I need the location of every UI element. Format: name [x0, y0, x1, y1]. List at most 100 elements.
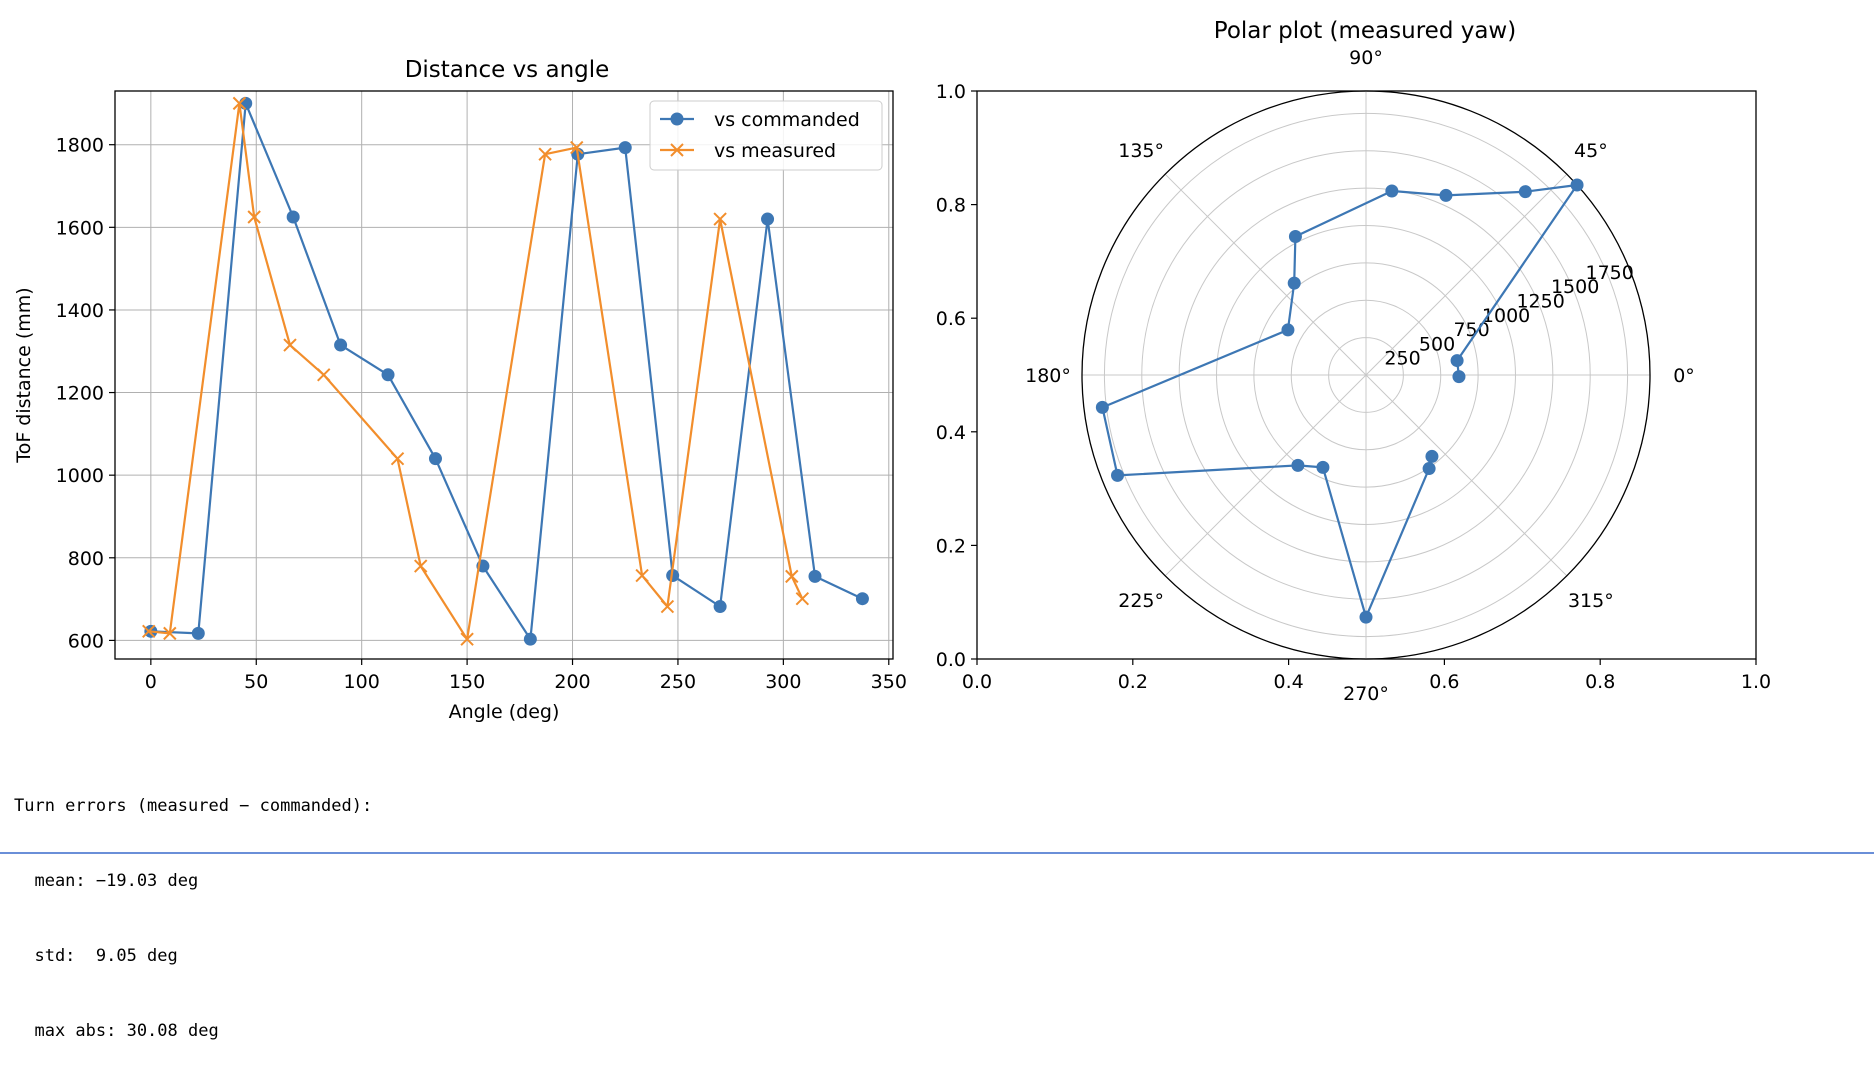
legend-label-measured: vs measured: [714, 140, 836, 162]
data-point-measured: [142, 624, 156, 639]
y-tick-label: 0.4: [936, 422, 966, 444]
chart-title: Polar plot (measured yaw): [1214, 18, 1516, 44]
polar-data-point: [1359, 610, 1373, 624]
output-line: mean: −19.03 deg: [14, 871, 199, 891]
data-point-measured: [660, 599, 675, 614]
polar-data-point: [1450, 354, 1464, 368]
polar-grid-spoke: [1164, 374, 1367, 577]
x-tick-label: 300: [765, 671, 801, 693]
y-tick-label: 1200: [56, 383, 104, 405]
y-tick-label: 1600: [56, 217, 104, 239]
polar-grid: [1082, 91, 1650, 659]
y-tick-label: 1000: [56, 465, 104, 487]
data-point-measured: [283, 338, 297, 352]
data-point-measured: [163, 626, 177, 641]
y-tick-label: 1400: [56, 300, 104, 322]
data-point-measured: [713, 212, 727, 226]
data-point-measured: [232, 96, 247, 111]
polar-data-point: [1287, 276, 1301, 290]
y-tick-label: 800: [68, 548, 104, 570]
series-line-vs-measured: [148, 102, 804, 641]
x-tick-label: 0.4: [1273, 671, 1303, 693]
data-point-measured: [635, 568, 649, 583]
legend-marker-measured: [670, 143, 684, 157]
x-tick-label: 150: [449, 671, 485, 693]
data-point-measured: [414, 559, 428, 573]
chart-title: Distance vs angle: [405, 57, 610, 83]
polar-outer-circle: [1081, 90, 1651, 660]
polar-data-point: [1452, 370, 1466, 384]
y-tick-label: 0.6: [936, 308, 966, 330]
data-point-commanded: [381, 368, 395, 382]
polar-chart-measured-yaw: Polar plot (measured yaw) 0.0 0.2 0.4 0.6 0.…: [936, 18, 1771, 705]
cartesian-ticks: 0.0 0.2 0.4 0.6 0.8 1.0 0.0 0.2 0.4 0.6 0.8 1.0: [936, 81, 1771, 693]
legend-label-commanded: vs commanded: [714, 109, 860, 131]
series-layer: [142, 96, 869, 646]
polar-data-point: [1095, 400, 1109, 414]
polar-data-point: [1439, 188, 1453, 202]
angle-tick-label: 45°: [1574, 140, 1608, 162]
radial-tick-label: 250: [1384, 348, 1420, 370]
x-tick-label: 250: [660, 671, 696, 693]
y-tick-label: 1.0: [936, 81, 966, 103]
polar-data-point: [1385, 184, 1399, 198]
angle-tick-label: 180°: [1025, 365, 1071, 387]
angle-tick-labels: 0° 45° 90° 135° 180° 225° 270° 315°: [1025, 47, 1695, 705]
angle-tick-label: 270°: [1343, 683, 1389, 705]
output-line: max abs: 30.08 deg: [14, 1021, 219, 1041]
polar-grid-spoke: [1164, 173, 1367, 376]
x-tick-label: 50: [244, 671, 268, 693]
plot-frame: [114, 90, 894, 660]
x-axis-ticks: 0 50 100 150 200 250 300 350: [145, 659, 907, 693]
legend-marker-commanded: [670, 112, 684, 126]
data-point-commanded: [191, 626, 205, 640]
series-line-vs-commanded: [150, 102, 863, 641]
y-axis-ticks: 600 800 1000 1200 1400 1600 1800: [56, 135, 115, 652]
data-point-commanded: [808, 569, 822, 583]
data-point-commanded: [334, 338, 348, 352]
y-tick-label: 1800: [56, 135, 104, 157]
x-tick-label: 1.0: [1741, 671, 1771, 693]
console-output: Turn errors (measured − commanded): mean…: [14, 744, 372, 1069]
polar-data-point: [1316, 460, 1330, 474]
data-point-commanded: [855, 592, 869, 606]
polar-data-point: [1425, 449, 1439, 463]
radial-tick-label: 500: [1419, 333, 1455, 355]
data-point-commanded: [761, 212, 775, 226]
data-point-measured: [795, 591, 810, 606]
x-tick-label: 0.0: [962, 671, 992, 693]
x-tick-label: 0.8: [1585, 671, 1615, 693]
angle-tick-label: 225°: [1118, 590, 1164, 612]
cell-divider: [0, 852, 1874, 854]
data-point-commanded: [618, 141, 632, 155]
legend-box: [649, 100, 883, 171]
x-axis-label: Angle (deg): [449, 701, 560, 723]
polar-data-point: [1111, 468, 1125, 482]
polar-data-point: [1281, 323, 1295, 337]
grid-lines: [115, 91, 893, 659]
output-line: Turn errors (measured − commanded):: [14, 796, 373, 816]
data-point-commanded: [239, 96, 253, 110]
x-tick-label: 0: [145, 671, 157, 693]
data-point-commanded: [428, 452, 442, 466]
polar-data-point: [1291, 458, 1305, 472]
polar-data-point: [1288, 229, 1302, 243]
y-tick-label: 0.0: [936, 649, 966, 671]
x-tick-label: 0.6: [1429, 671, 1459, 693]
data-point-measured: [317, 368, 331, 382]
data-point-measured: [538, 147, 552, 161]
polar-data-point: [1422, 462, 1436, 476]
figure: Distance vs angle 0 50 100 150 200 250 300 350 …: [13, 18, 1771, 723]
angle-tick-label: 315°: [1568, 590, 1614, 612]
legend: vs commanded vs measured: [649, 100, 883, 171]
x-tick-label: 100: [344, 671, 380, 693]
angle-tick-label: 135°: [1118, 140, 1164, 162]
polar-grid-spoke: [1365, 374, 1568, 577]
polar-series-line: [1101, 183, 1579, 619]
polar-data-point: [1570, 178, 1584, 192]
data-point-measured: [390, 451, 405, 466]
data-point-commanded: [713, 600, 727, 614]
polar-data-point: [1518, 185, 1532, 199]
data-point-measured: [570, 140, 584, 155]
